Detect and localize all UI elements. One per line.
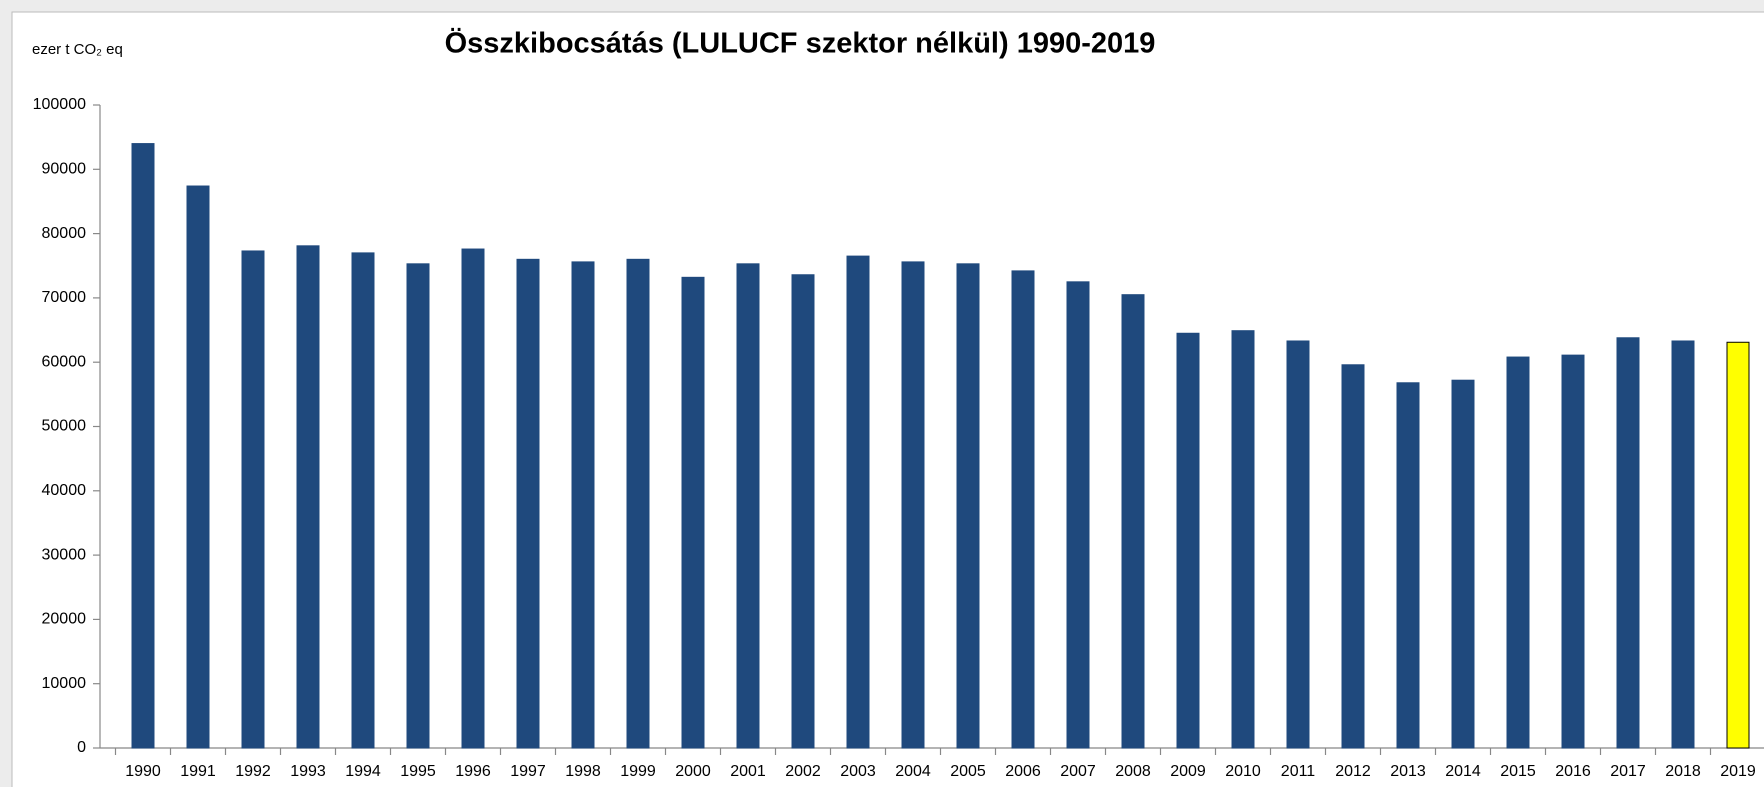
x-tick-label: 2001 <box>730 763 766 780</box>
bar <box>1671 340 1695 749</box>
bar <box>516 258 540 749</box>
chart-area <box>11 11 1764 787</box>
x-tick-label: 1996 <box>455 763 491 780</box>
bar <box>406 263 430 749</box>
y-tick-label: 80000 <box>42 225 87 242</box>
x-tick-label: 2019 <box>1720 763 1756 780</box>
bar <box>846 255 870 749</box>
bar <box>1066 281 1090 749</box>
x-tick-label: 2015 <box>1500 763 1536 780</box>
x-tick-label: 2000 <box>675 763 711 780</box>
x-tick-label: 2005 <box>950 763 986 780</box>
bar <box>901 261 925 749</box>
x-tick-label: 1990 <box>125 763 161 780</box>
x-tick-label: 2008 <box>1115 763 1151 780</box>
x-tick-label: 1997 <box>510 763 546 780</box>
x-tick-label: 2012 <box>1335 763 1371 780</box>
bar <box>1396 382 1420 749</box>
x-tick-label: 2013 <box>1390 763 1426 780</box>
bar <box>461 248 485 749</box>
bar <box>681 276 705 749</box>
bar <box>1451 379 1475 749</box>
x-tick-label: 2018 <box>1665 763 1701 780</box>
bar <box>626 258 650 749</box>
x-tick-label: 2010 <box>1225 763 1261 780</box>
bar <box>1341 364 1365 749</box>
bar <box>571 261 595 749</box>
x-tick-label: 2011 <box>1281 763 1316 780</box>
y-tick-label: 0 <box>77 739 86 756</box>
x-tick-label: 1994 <box>345 763 381 780</box>
y-tick-label: 50000 <box>42 418 87 435</box>
x-tick-label: 2006 <box>1005 763 1041 780</box>
chart-title: Összkibocsátás (LULUCF szektor nélkül) 1… <box>445 27 1156 60</box>
x-tick-label: 2007 <box>1060 763 1096 780</box>
x-tick-label: 2016 <box>1555 763 1591 780</box>
bar <box>1561 354 1585 749</box>
bar <box>791 274 815 749</box>
bar <box>736 263 760 749</box>
bar <box>351 252 375 749</box>
y-tick-label: 60000 <box>42 353 87 370</box>
x-tick-label: 1991 <box>180 763 216 780</box>
x-tick-label: 1992 <box>235 763 271 780</box>
x-tick-label: 2004 <box>895 763 931 780</box>
bar <box>131 143 155 749</box>
x-tick-label: 2017 <box>1610 763 1646 780</box>
bar <box>1506 356 1530 749</box>
y-tick-label: 70000 <box>42 289 87 306</box>
bar <box>956 263 980 749</box>
x-tick-label: 1999 <box>620 763 656 780</box>
bar <box>241 250 265 749</box>
bar <box>296 245 320 749</box>
y-tick-label: 30000 <box>42 546 87 563</box>
x-tick-label: 1995 <box>400 763 436 780</box>
y-tick-label: 90000 <box>42 161 87 178</box>
bar <box>1286 340 1310 749</box>
x-tick-label: 2002 <box>785 763 821 780</box>
bar <box>1616 337 1640 749</box>
bar <box>1121 294 1145 749</box>
bar <box>1231 330 1255 749</box>
bar <box>1176 332 1200 749</box>
y-tick-label: 10000 <box>42 675 87 692</box>
x-tick-label: 2003 <box>840 763 876 780</box>
bar <box>186 185 210 749</box>
y-tick-label: 20000 <box>42 611 87 628</box>
x-tick-label: 1993 <box>290 763 326 780</box>
bar <box>1011 270 1035 749</box>
y-tick-label: 40000 <box>42 482 87 499</box>
x-tick-label: 2009 <box>1170 763 1206 780</box>
y-axis-label: ezer t CO₂ eq <box>32 41 123 58</box>
y-tick-label: 100000 <box>33 96 86 113</box>
x-tick-label: 2014 <box>1445 763 1481 780</box>
bar <box>1726 341 1750 749</box>
x-tick-label: 1998 <box>565 763 601 780</box>
